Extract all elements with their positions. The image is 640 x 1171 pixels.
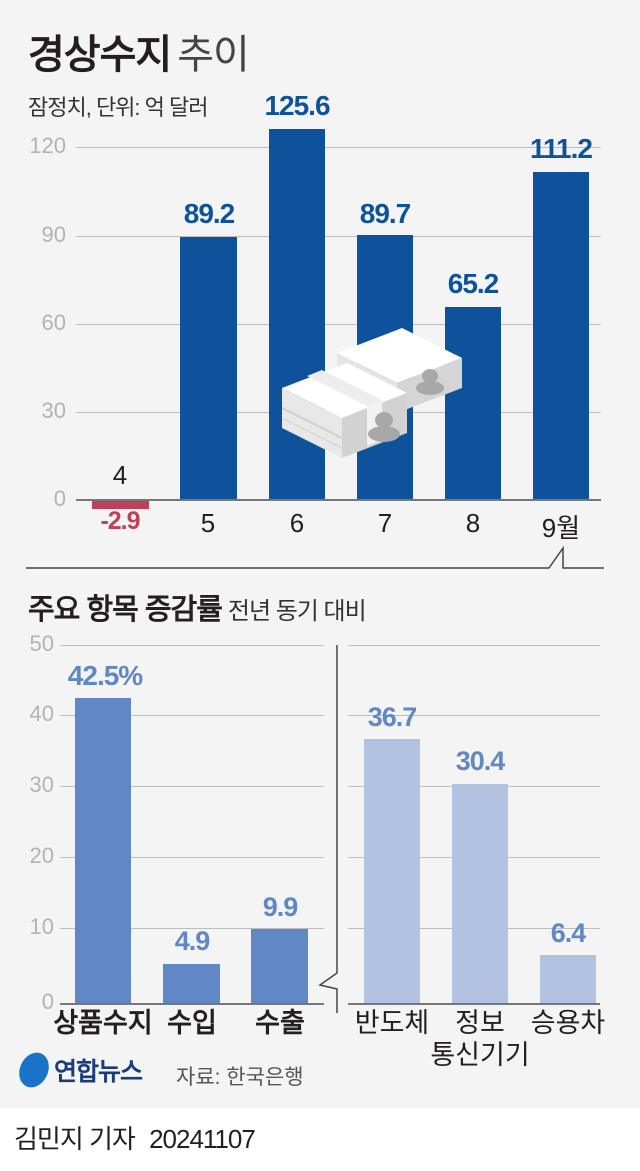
x-axis-baseline bbox=[76, 499, 601, 501]
ytick-60: 60 bbox=[41, 310, 66, 335]
chart-subtitle: 잠정치, 단위: 억 달러 bbox=[28, 95, 208, 120]
xlabel-month-5: 5 bbox=[200, 508, 216, 538]
xlabel-imports: 수입 bbox=[167, 1008, 217, 1038]
title-bold: 경상수지 bbox=[28, 33, 172, 77]
bar-ict-devices bbox=[452, 784, 508, 1003]
gridline-90 bbox=[76, 236, 601, 237]
source-label: 자료: 한국은행 bbox=[176, 1066, 304, 1089]
yonhap-logo: 연합뉴스 bbox=[13, 1047, 143, 1093]
value-label-passenger-cars: 6.4 bbox=[550, 918, 587, 948]
bar-semiconductor bbox=[364, 739, 420, 1003]
gridline-50-right bbox=[348, 645, 600, 646]
bar-month-4 bbox=[92, 501, 149, 509]
value-label-month-6: 125.6 bbox=[264, 90, 330, 121]
xlabel-month-9: 9월 bbox=[541, 513, 581, 543]
ytick-10: 10 bbox=[29, 914, 54, 939]
ytick-30: 30 bbox=[41, 398, 66, 423]
gridline-10-left bbox=[60, 928, 324, 929]
section2-title-thin: 전년 동기 대비 bbox=[227, 598, 367, 625]
xlabel-goods-balance: 상품수지 bbox=[53, 1008, 153, 1038]
bar-goods-balance bbox=[75, 698, 131, 1003]
ytick-40: 40 bbox=[29, 701, 54, 726]
byline: 김민지 기자 bbox=[14, 1124, 136, 1154]
value-label-month-8: 65.2 bbox=[447, 268, 500, 299]
gridline-30-left bbox=[60, 786, 324, 787]
ytick-120: 120 bbox=[29, 133, 66, 158]
money-stack-icon bbox=[282, 328, 462, 458]
xlabel-ict-devices: 정보 통신기기 bbox=[430, 1008, 530, 1070]
xlabel-month-8: 8 bbox=[465, 508, 481, 538]
bar-passenger-cars bbox=[540, 955, 596, 1003]
bar-exports bbox=[251, 929, 308, 1003]
callout-connector bbox=[26, 545, 604, 569]
x-axis-right bbox=[348, 1003, 600, 1005]
ytick-30b: 30 bbox=[29, 772, 54, 797]
value-label-exports: 9.9 bbox=[262, 892, 299, 922]
xlabel-month-4: 4 bbox=[112, 460, 128, 490]
gridline-40-right bbox=[348, 715, 600, 716]
ytick-90: 90 bbox=[41, 222, 66, 247]
bar-month-9 bbox=[533, 172, 589, 500]
ytick-0: 0 bbox=[53, 486, 66, 511]
break-connector bbox=[318, 645, 338, 1013]
xlabel-semiconductor: 반도체 bbox=[354, 1008, 430, 1038]
value-label-imports: 4.9 bbox=[174, 926, 211, 956]
footer-byline: 김민지 기자 20241107 bbox=[14, 1119, 256, 1156]
logo-text: 연합뉴스 bbox=[54, 1058, 143, 1086]
bar-month-8 bbox=[445, 307, 501, 500]
xlabel-exports: 수출 bbox=[255, 1008, 305, 1038]
ytick-50: 50 bbox=[29, 631, 54, 656]
publish-date: 20241107 bbox=[149, 1124, 256, 1154]
bar-imports bbox=[163, 964, 220, 1003]
gridline-40-left bbox=[60, 715, 324, 716]
bar-month-5 bbox=[180, 237, 237, 500]
section2-title-bold: 주요 항목 증감률 bbox=[28, 594, 223, 626]
xlabel-month-6: 6 bbox=[289, 508, 305, 538]
value-label-month-9: 111.2 bbox=[530, 133, 593, 164]
gridline-120 bbox=[76, 147, 601, 148]
yonhap-logo-icon bbox=[13, 1047, 55, 1093]
value-label-month-4: -2.9 bbox=[100, 507, 140, 535]
value-label-month-5: 89.2 bbox=[183, 198, 236, 229]
chart-title: 경상수지 추이 bbox=[28, 22, 250, 80]
gridline-20-left bbox=[60, 857, 324, 858]
section2-title: 주요 항목 증감률 전년 동기 대비 bbox=[28, 586, 367, 628]
ytick-0b: 0 bbox=[41, 989, 54, 1014]
ytick-20: 20 bbox=[29, 843, 54, 868]
xlabel-month-7: 7 bbox=[377, 508, 393, 538]
value-label-month-7: 89.7 bbox=[359, 198, 412, 229]
gridline-50-left bbox=[60, 645, 324, 646]
value-label-semiconductor: 36.7 bbox=[367, 702, 418, 732]
x-axis-left bbox=[60, 1003, 324, 1005]
title-thin: 추이 bbox=[177, 33, 250, 77]
xlabel-passenger-cars: 승용차 bbox=[530, 1008, 606, 1038]
value-label-goods-balance: 42.5% bbox=[67, 660, 143, 691]
value-label-ict-devices: 30.4 bbox=[455, 746, 506, 776]
gridline-60 bbox=[76, 324, 601, 325]
